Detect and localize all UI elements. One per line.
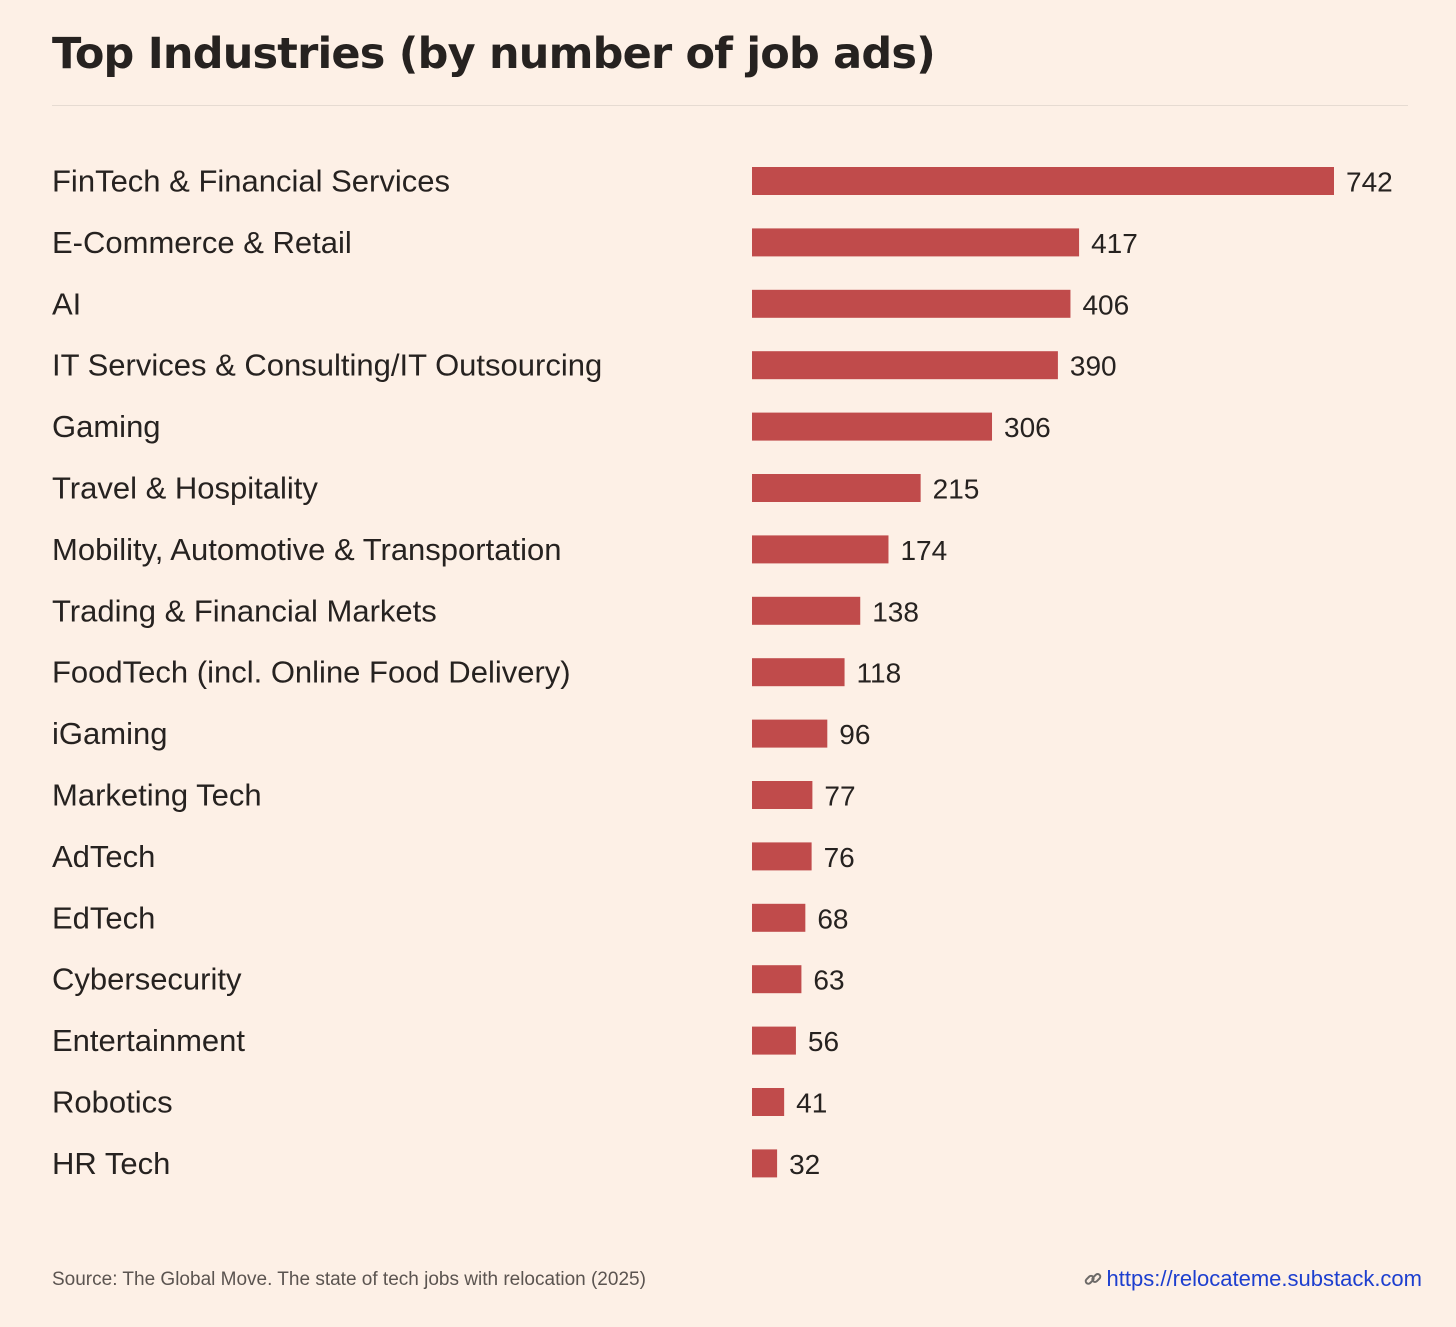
bar	[752, 167, 1334, 195]
value-label: 56	[808, 1026, 839, 1057]
category-label: AI	[52, 286, 81, 321]
bar	[752, 781, 813, 809]
value-label: 306	[1004, 412, 1051, 443]
category-label: HR Tech	[52, 1146, 170, 1181]
bar	[752, 474, 921, 502]
bar	[752, 351, 1058, 380]
link-icon	[1084, 1273, 1101, 1285]
value-label: 417	[1091, 228, 1138, 259]
bar	[752, 412, 993, 441]
category-label: AdTech	[52, 839, 155, 874]
value-label: 118	[857, 658, 902, 689]
category-label: EdTech	[52, 900, 155, 935]
category-label: Marketing Tech	[52, 778, 262, 813]
bar	[752, 289, 1071, 318]
category-label: Travel & Hospitality	[52, 471, 318, 506]
bar	[752, 1088, 785, 1116]
bars-group: FinTech & Financial Services 742 E-Commerc…	[52, 164, 1393, 1181]
category-label: Trading & Financial Markets	[52, 593, 437, 628]
value-label: 32	[789, 1149, 820, 1180]
link-text[interactable]: https://relocateme.substack.com	[1106, 1266, 1422, 1291]
source-note: Source: The Global Move. The state of te…	[52, 1269, 646, 1290]
bar	[752, 658, 845, 687]
value-label: 77	[824, 781, 855, 812]
value-label: 68	[817, 903, 848, 934]
value-label: 390	[1070, 351, 1117, 382]
chart-title: Top Industries (by number of job ads)	[52, 29, 936, 79]
bar	[752, 903, 806, 932]
category-label: FoodTech (incl. Online Food Delivery)	[52, 655, 571, 690]
bar	[752, 535, 889, 564]
category-label: Robotics	[52, 1085, 173, 1120]
bar	[752, 965, 802, 994]
category-label: Gaming	[52, 409, 161, 444]
category-label: IT Services & Consulting/IT Outsourcing	[52, 348, 602, 383]
bar	[752, 1026, 796, 1055]
value-label: 41	[796, 1088, 827, 1119]
bar	[752, 228, 1080, 257]
category-label: Cybersecurity	[52, 962, 242, 997]
value-label: 63	[813, 965, 844, 996]
value-label: 76	[824, 842, 855, 873]
title-divider	[52, 105, 1408, 106]
bar	[752, 842, 812, 871]
bar	[752, 719, 828, 748]
value-label: 215	[933, 474, 980, 505]
value-label: 138	[872, 596, 919, 627]
category-label: E-Commerce & Retail	[52, 225, 352, 260]
bar	[752, 596, 861, 625]
category-label: Entertainment	[52, 1023, 245, 1058]
value-label: 406	[1082, 289, 1129, 320]
value-label: 174	[900, 535, 947, 566]
bar	[752, 1149, 778, 1178]
value-label: 96	[839, 719, 870, 750]
substack-link[interactable]: https://relocateme.substack.com	[1083, 1265, 1422, 1293]
value-label: 742	[1346, 167, 1393, 198]
category-label: Mobility, Automotive & Transportation	[52, 532, 561, 567]
category-label: FinTech & Financial Services	[52, 164, 450, 199]
category-label: iGaming	[52, 716, 167, 751]
